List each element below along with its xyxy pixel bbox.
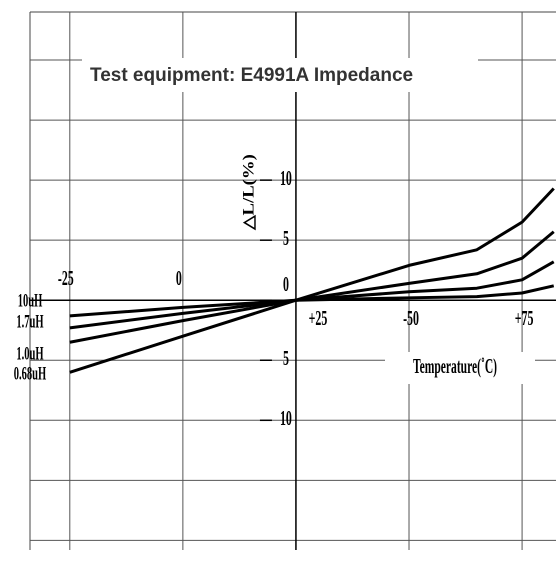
y-tick-label: 5 [283, 227, 289, 250]
legend-label: 0.68uH [14, 363, 47, 384]
x-tick-label: -25 [58, 267, 74, 290]
x-axis-label: Temperature(˚C) [413, 354, 497, 378]
legend-label: 10uH [18, 290, 43, 311]
chart-title: Test equipment: E4991A Impedance [90, 65, 413, 86]
legend-label: 1.0uH [16, 343, 43, 364]
x-tick-label: +25 [309, 307, 328, 330]
series-line [69, 230, 555, 344]
title-box [82, 58, 478, 92]
series-line [69, 284, 555, 318]
x-tick-label: -50 [403, 307, 419, 330]
series-line [69, 260, 555, 330]
y-tick-label: 10 [280, 407, 292, 430]
y-tick-label: 0 [283, 273, 289, 296]
marks [69, 187, 555, 374]
series-line [69, 187, 555, 374]
y-tick-label: 5 [283, 347, 289, 370]
y-axis-label: △L/L(%) [240, 154, 257, 231]
legend-label: 1.7uH [16, 311, 43, 332]
y-tick-label: 10 [280, 166, 292, 189]
xlabel-box [385, 352, 535, 384]
x-tick-label: 0 [176, 267, 182, 290]
x-tick-label: +75 [515, 307, 534, 330]
